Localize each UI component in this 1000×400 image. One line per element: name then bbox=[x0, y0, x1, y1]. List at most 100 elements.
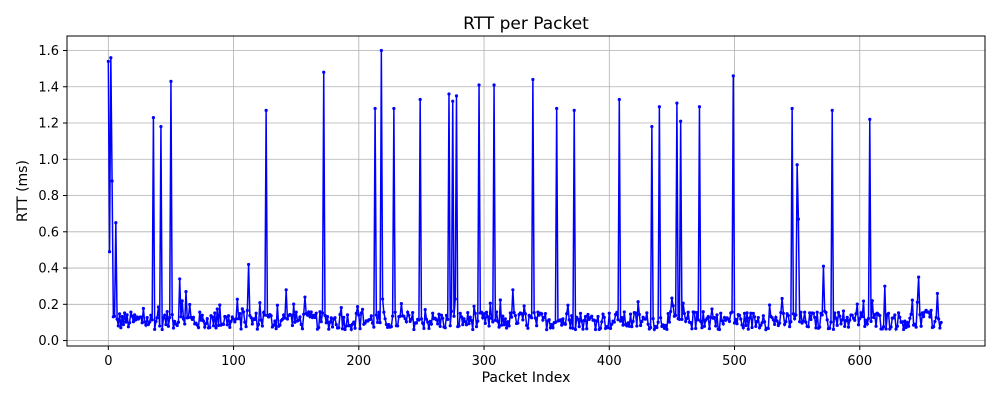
data-point bbox=[213, 311, 217, 315]
data-point bbox=[627, 324, 631, 328]
data-point bbox=[464, 323, 469, 327]
x-tick-label: 200 bbox=[346, 354, 371, 369]
data-point bbox=[775, 319, 779, 323]
data-point bbox=[646, 322, 650, 326]
data-point bbox=[437, 312, 441, 316]
data-point bbox=[228, 325, 232, 329]
data-point bbox=[200, 313, 204, 317]
data-point bbox=[444, 313, 449, 317]
data-point bbox=[241, 310, 246, 314]
data-point bbox=[918, 313, 922, 317]
data-point bbox=[545, 328, 549, 332]
data-point bbox=[171, 326, 176, 330]
data-point bbox=[593, 327, 598, 332]
data-point bbox=[407, 313, 411, 317]
data-point bbox=[780, 296, 784, 301]
data-point bbox=[422, 326, 426, 331]
data-point bbox=[870, 299, 874, 303]
data-point bbox=[196, 325, 201, 330]
data-point bbox=[868, 117, 872, 121]
data-series bbox=[106, 48, 943, 333]
data-point bbox=[263, 313, 267, 317]
data-point bbox=[778, 321, 782, 325]
data-point bbox=[141, 306, 145, 311]
data-point bbox=[507, 324, 511, 328]
data-point bbox=[791, 312, 795, 316]
data-point bbox=[773, 322, 777, 327]
data-point bbox=[508, 311, 512, 315]
data-point bbox=[247, 262, 251, 267]
data-point bbox=[406, 310, 410, 314]
data-point bbox=[275, 303, 279, 307]
data-point bbox=[637, 312, 641, 317]
data-point bbox=[195, 323, 199, 327]
data-point bbox=[477, 83, 481, 87]
data-point bbox=[160, 327, 164, 332]
data-point bbox=[327, 327, 331, 331]
data-point bbox=[914, 325, 918, 329]
data-point bbox=[461, 323, 465, 327]
x-tick-label: 0 bbox=[104, 354, 112, 369]
data-point bbox=[145, 315, 149, 320]
data-point bbox=[424, 317, 429, 321]
data-point bbox=[254, 311, 258, 315]
data-point bbox=[510, 315, 514, 319]
data-point bbox=[239, 327, 243, 331]
data-point bbox=[828, 326, 832, 330]
data-point bbox=[883, 284, 887, 288]
data-point bbox=[313, 315, 317, 320]
data-point bbox=[199, 318, 203, 322]
data-point bbox=[841, 309, 846, 313]
data-point bbox=[530, 316, 534, 320]
data-point bbox=[179, 315, 183, 319]
data-point bbox=[363, 321, 367, 325]
data-point bbox=[721, 322, 725, 326]
data-point bbox=[462, 317, 466, 321]
data-point bbox=[752, 315, 757, 319]
data-point bbox=[664, 323, 668, 328]
data-point bbox=[398, 314, 402, 318]
data-point bbox=[352, 320, 356, 324]
data-point bbox=[267, 315, 271, 319]
data-point bbox=[387, 323, 391, 327]
data-point bbox=[359, 311, 363, 315]
data-point bbox=[358, 327, 362, 331]
data-point bbox=[355, 305, 360, 309]
data-point bbox=[300, 327, 305, 331]
data-point bbox=[126, 325, 130, 329]
data-point bbox=[253, 317, 257, 322]
data-point bbox=[889, 325, 893, 329]
data-point bbox=[771, 318, 775, 322]
data-point bbox=[749, 311, 753, 315]
data-point bbox=[746, 327, 750, 331]
data-point bbox=[710, 307, 714, 311]
data-point bbox=[917, 275, 921, 279]
data-point bbox=[621, 323, 625, 327]
data-point bbox=[249, 315, 253, 320]
data-point bbox=[451, 99, 455, 103]
data-point bbox=[774, 315, 778, 319]
data-point bbox=[498, 298, 502, 302]
data-point bbox=[706, 315, 710, 319]
data-point bbox=[229, 319, 233, 323]
data-point bbox=[181, 317, 186, 321]
data-point bbox=[831, 327, 836, 331]
data-point bbox=[608, 326, 613, 331]
data-point bbox=[616, 318, 620, 322]
data-point bbox=[319, 320, 323, 324]
data-point bbox=[670, 296, 674, 300]
data-point bbox=[846, 325, 851, 329]
data-point bbox=[115, 317, 119, 321]
data-point bbox=[521, 318, 525, 322]
data-point bbox=[776, 323, 780, 328]
data-point bbox=[920, 311, 924, 315]
data-point bbox=[525, 323, 529, 327]
data-point bbox=[755, 319, 759, 324]
data-point bbox=[258, 301, 262, 305]
data-point bbox=[881, 325, 886, 329]
data-point bbox=[436, 322, 440, 326]
data-point bbox=[809, 317, 813, 322]
data-point bbox=[909, 312, 913, 316]
data-point bbox=[297, 318, 301, 322]
data-point bbox=[737, 313, 742, 317]
